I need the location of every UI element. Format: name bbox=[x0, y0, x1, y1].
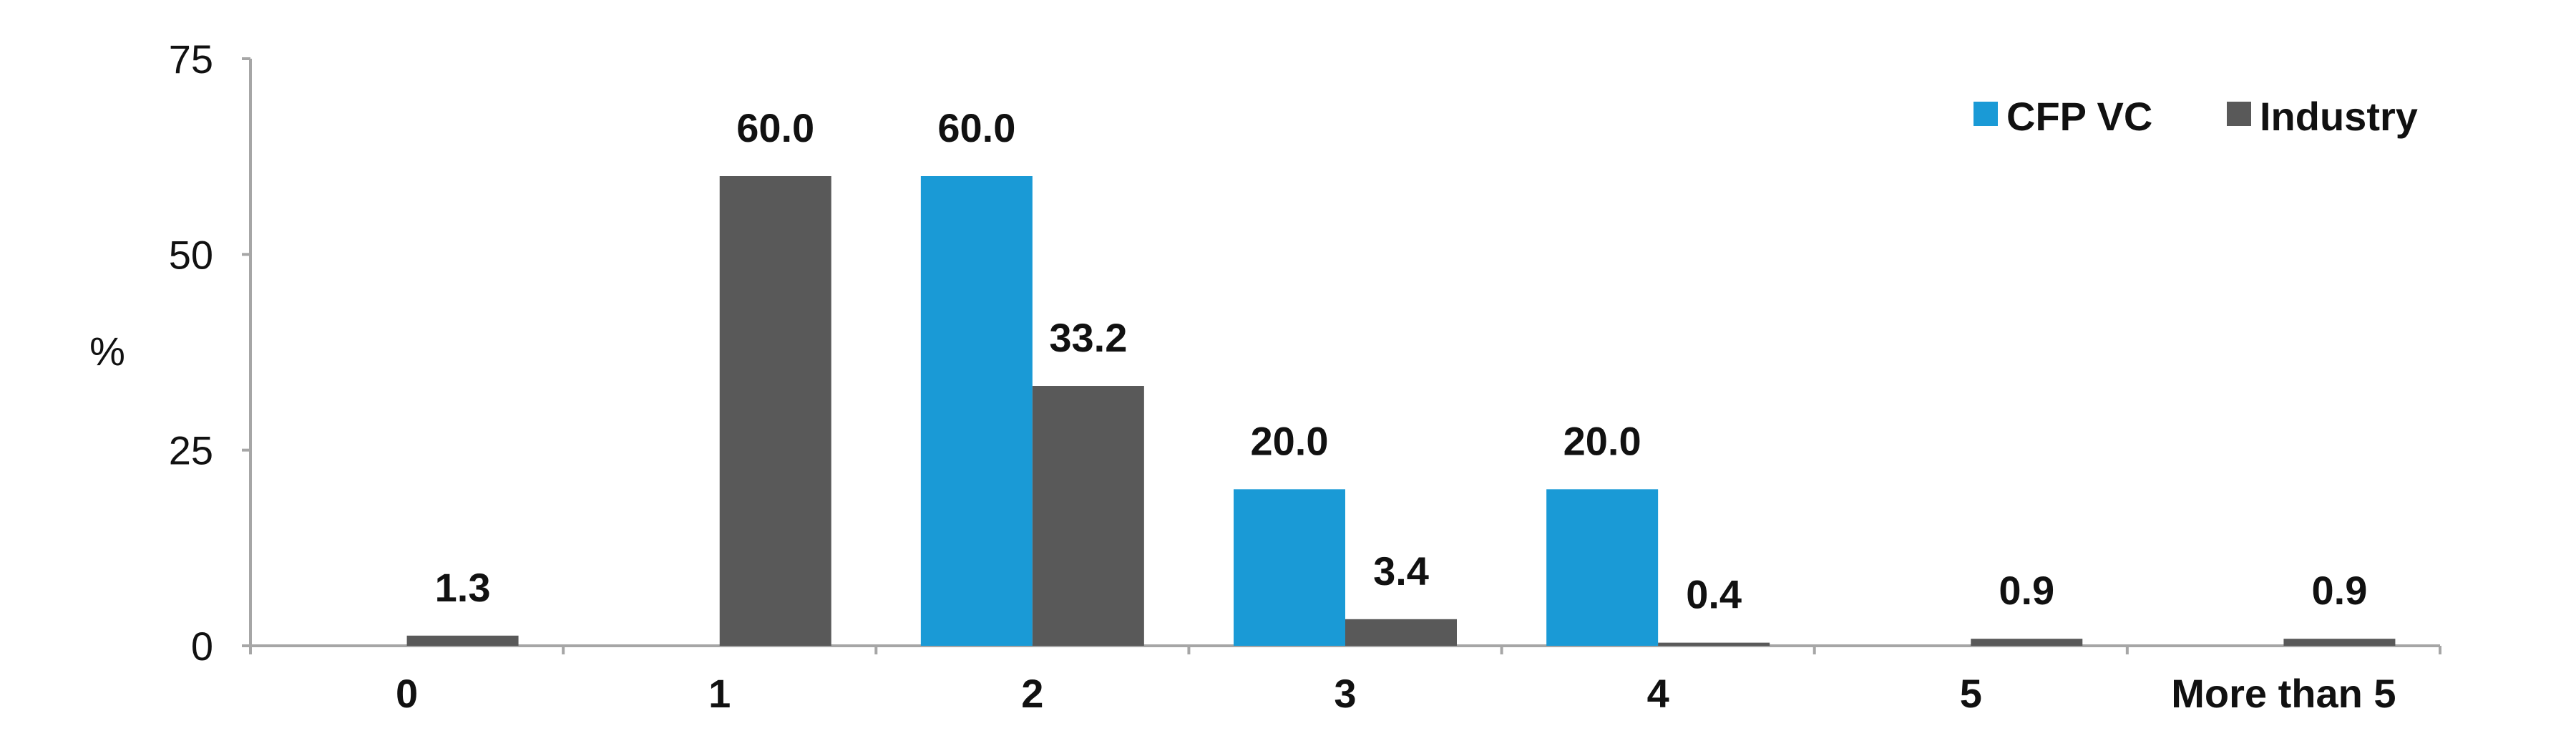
data-label: 60.0 bbox=[736, 105, 814, 150]
x-axis: 0 1 2 3 4 5 More than 5 bbox=[249, 644, 2441, 716]
legend-label: CFP VC bbox=[2006, 94, 2152, 139]
y-axis: 0 25 50 75 bbox=[169, 37, 252, 669]
data-label: 1.3 bbox=[435, 565, 491, 610]
legend-swatch bbox=[1974, 102, 1998, 126]
bar-industry bbox=[1032, 386, 1144, 646]
data-label: 60.0 bbox=[937, 105, 1015, 150]
x-tick-label: More than 5 bbox=[2171, 671, 2396, 716]
x-tick-label: 3 bbox=[1334, 671, 1356, 716]
data-label: 33.2 bbox=[1049, 315, 1127, 360]
data-label: 20.0 bbox=[1251, 418, 1329, 463]
bar-industry bbox=[2283, 639, 2396, 646]
x-tick-label: 2 bbox=[1021, 671, 1043, 716]
bar-industry bbox=[1658, 642, 1770, 646]
y-tick-label: 75 bbox=[169, 37, 213, 82]
bar-industry bbox=[406, 635, 519, 646]
data-label: 0.4 bbox=[1686, 572, 1742, 617]
x-tick-label: 5 bbox=[1960, 671, 1982, 716]
bar-cfp-vc bbox=[1234, 489, 1345, 646]
y-tick-label: 50 bbox=[169, 232, 213, 277]
legend-label: Industry bbox=[2260, 94, 2418, 139]
data-label: 3.4 bbox=[1373, 548, 1429, 594]
y-tick-label: 25 bbox=[169, 428, 213, 473]
x-tick-label: 0 bbox=[396, 671, 418, 716]
legend: CFP VC Industry bbox=[1974, 94, 2418, 139]
bars bbox=[406, 176, 2396, 646]
bar-industry bbox=[719, 176, 831, 646]
data-label: 0.9 bbox=[2311, 568, 2367, 613]
x-tick-label: 1 bbox=[708, 671, 731, 716]
legend-swatch bbox=[2227, 102, 2251, 126]
data-label: 0.9 bbox=[1999, 568, 2054, 613]
data-labels: 60.0 20.0 20.0 1.3 60.0 33.2 3.4 0.4 0.9 0.9 bbox=[435, 105, 2368, 617]
bar-industry bbox=[1971, 639, 2083, 646]
bar-cfp-vc bbox=[1546, 489, 1659, 646]
y-tick-label: 0 bbox=[191, 624, 213, 669]
bar-cfp-vc bbox=[920, 176, 1033, 646]
x-tick-label: 4 bbox=[1647, 671, 1669, 716]
y-axis-label: % bbox=[89, 329, 125, 374]
bar-industry bbox=[1345, 619, 1457, 646]
data-label: 20.0 bbox=[1563, 418, 1641, 463]
